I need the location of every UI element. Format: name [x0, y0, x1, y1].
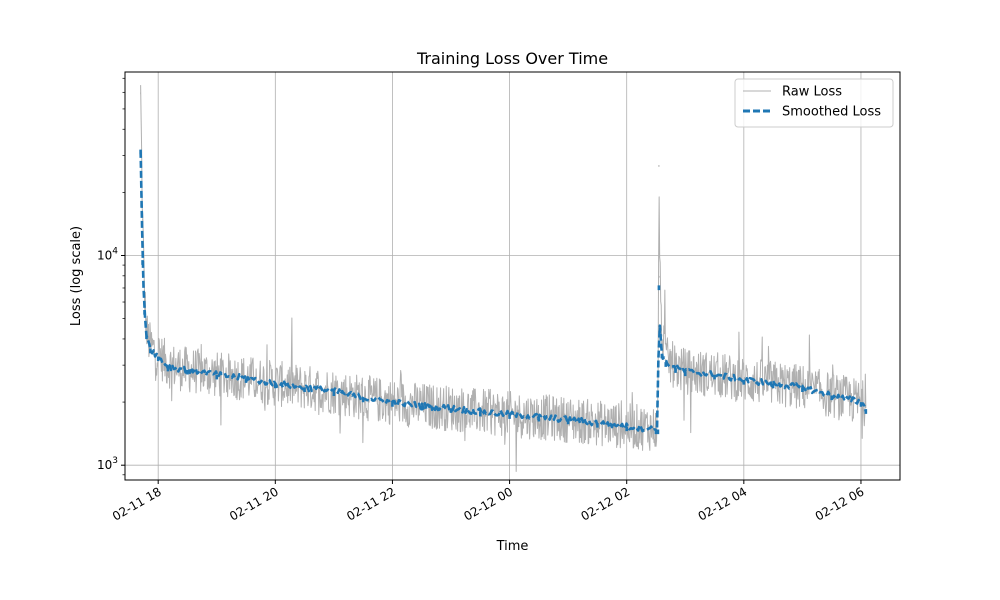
grid [125, 72, 900, 480]
x-tick-label: 02-12 00 [461, 484, 515, 523]
x-tick-label: 02-11 20 [227, 484, 281, 523]
legend-box [734, 78, 894, 128]
y-tick-label: 104 [97, 246, 118, 262]
x-tick-label: 02-12 04 [696, 484, 750, 523]
x-tick-label: 02-11 18 [110, 484, 164, 523]
x-tick-label: 02-12 02 [578, 484, 632, 523]
chart-title: Training Loss Over Time [416, 49, 608, 68]
plot-frame [124, 71, 901, 481]
x-tick-label: 02-12 06 [813, 484, 867, 523]
series-layer [139, 85, 868, 472]
x-tick-label: 02-11 22 [344, 484, 398, 523]
y-axis-label: Loss (log scale) [69, 226, 84, 326]
legend: Raw Loss Smoothed Loss [734, 78, 894, 128]
y-tick-label: 103 [97, 456, 118, 472]
series-line-smoothed-loss [139, 149, 868, 435]
legend-label-raw-loss: Raw Loss [782, 85, 842, 100]
legend-label-smoothed-loss: Smoothed Loss [782, 105, 881, 120]
axes: 02-11 18 02-11 20 02-11 22 02-12 00 02-12 02… [97, 77, 867, 524]
x-axis-label: Time [496, 539, 529, 554]
